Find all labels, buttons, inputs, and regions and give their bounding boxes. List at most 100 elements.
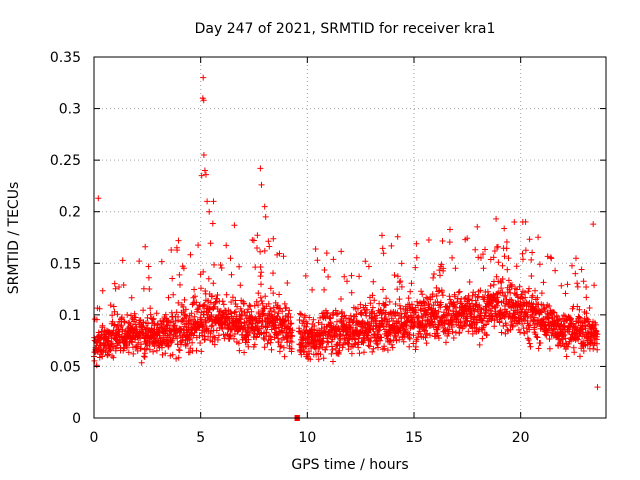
data-point [406,343,413,350]
plot-border [93,56,607,419]
data-point [168,247,175,253]
data-point [280,253,287,260]
data-point [526,285,532,292]
data-point [306,314,313,321]
data-point [118,314,125,321]
data-point [257,294,264,301]
data-point [284,280,291,286]
data-point [169,275,176,282]
data-point [577,353,583,360]
data-point [171,322,178,329]
data-point [176,347,183,354]
data-point [181,296,188,303]
data-point [373,318,380,325]
data-point [393,337,400,344]
data-point [315,319,322,326]
data-point [216,308,223,315]
data-point [261,203,268,210]
data-point [452,265,459,272]
data-point [265,238,272,245]
data-point [383,295,390,302]
data-point [210,198,217,205]
data-point [267,339,274,346]
data-point [348,289,355,296]
data-point [519,306,526,313]
data-point [330,256,337,263]
y-tick-label: 0.15 [50,256,81,272]
data-point [321,267,328,273]
data-point [449,254,456,261]
data-point [580,348,587,354]
data-point [142,243,149,250]
data-point [99,287,106,294]
data-point [505,277,512,284]
data-point [452,304,459,311]
data-point [116,284,122,290]
data-point [504,266,511,273]
data-point [516,283,523,290]
data-point [397,278,404,285]
data-point [162,350,169,357]
data-point [211,341,218,348]
data-point [200,323,207,330]
data-point [449,328,456,335]
data-point [435,335,442,342]
data-point [273,325,280,332]
data-point [156,332,163,339]
data-point [165,342,172,349]
data-point [175,354,182,361]
data-point [218,265,225,271]
data-point [328,350,335,357]
data-point [538,309,545,316]
y-axis-label: SRMTID / TECUs [6,182,22,295]
data-point [175,299,182,306]
data-point [136,258,143,265]
data-point [394,273,401,280]
data-point [204,198,211,205]
data-point [219,298,226,305]
data-point [99,322,106,329]
data-point [519,320,526,327]
data-point [475,254,482,261]
data-point [429,291,436,298]
data-point [246,329,253,336]
data-point [220,301,227,308]
data-point [380,323,387,330]
data-point [439,292,446,299]
data-point [104,352,111,359]
data-point [231,309,238,316]
data-point [111,280,118,287]
data-point [386,338,393,345]
data-point [277,343,283,350]
data-point [183,314,190,320]
data-point [483,332,490,339]
data-point [200,74,207,81]
data-point [491,323,498,330]
data-point [298,311,305,318]
data-point [319,338,326,344]
data-point [312,246,319,252]
data-point [474,223,481,230]
data-point [551,309,558,316]
data-point [413,240,420,247]
data-point [355,305,361,312]
data-point [320,355,327,362]
data-point [121,319,128,326]
data-point [482,246,488,253]
data-point [120,282,127,288]
data-point [379,320,386,327]
data-points [91,74,601,421]
data-point [382,302,389,309]
data-point [535,234,542,241]
data-point [254,232,261,239]
data-point [281,300,288,307]
data-point [478,255,484,261]
plot-frame [93,56,607,419]
data-point [110,303,117,310]
data-point [165,334,172,341]
data-point [143,345,150,352]
data-point [370,326,377,333]
data-point [215,332,222,339]
data-point [301,312,308,319]
data-point [169,351,176,358]
